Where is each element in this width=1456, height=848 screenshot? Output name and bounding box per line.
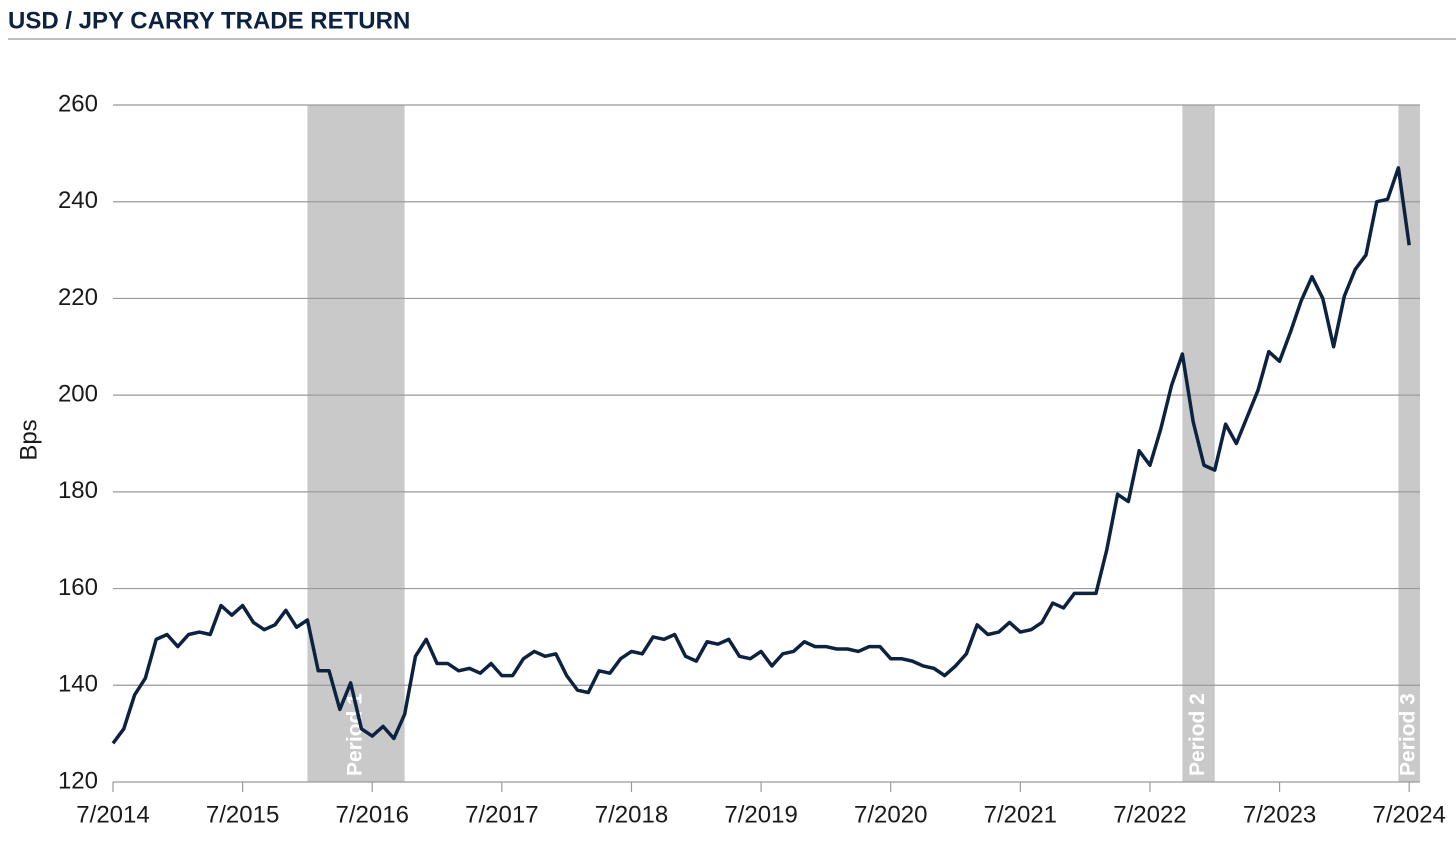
period-label: Period 2: [1186, 693, 1209, 776]
x-tick-label: 7/2014: [76, 801, 149, 828]
data-line: [111, 166, 1411, 745]
y-tick-label: 200: [58, 380, 98, 407]
x-tick-label: 7/2017: [465, 801, 538, 828]
x-tick-label: 7/2019: [724, 801, 797, 828]
chart-title: USD / JPY CARRY TRADE RETURN: [8, 7, 410, 34]
x-tick-label: 7/2020: [854, 801, 927, 828]
y-axis-label: Bps: [15, 419, 42, 460]
x-tick-label: 7/2023: [1243, 801, 1316, 828]
y-tick-label: 240: [58, 187, 98, 214]
x-tick-label: 7/2021: [984, 801, 1057, 828]
y-tick-label: 140: [58, 671, 98, 698]
period-label: Period 3: [1397, 693, 1420, 776]
shaded-period: [307, 105, 405, 782]
y-tick-label: 220: [58, 284, 98, 311]
x-tick-label: 7/2022: [1113, 801, 1186, 828]
period-label: Period 1: [344, 693, 367, 776]
x-tick-label: 7/2015: [206, 801, 279, 828]
y-tick-label: 120: [58, 767, 98, 794]
shaded-period: [1398, 105, 1420, 782]
x-tick-label: 7/2018: [595, 801, 668, 828]
y-tick-label: 260: [58, 90, 98, 117]
x-tick-label: 7/2024: [1372, 801, 1445, 828]
y-tick-label: 160: [58, 574, 98, 601]
x-tick-label: 7/2016: [336, 801, 409, 828]
y-tick-label: 180: [58, 477, 98, 504]
